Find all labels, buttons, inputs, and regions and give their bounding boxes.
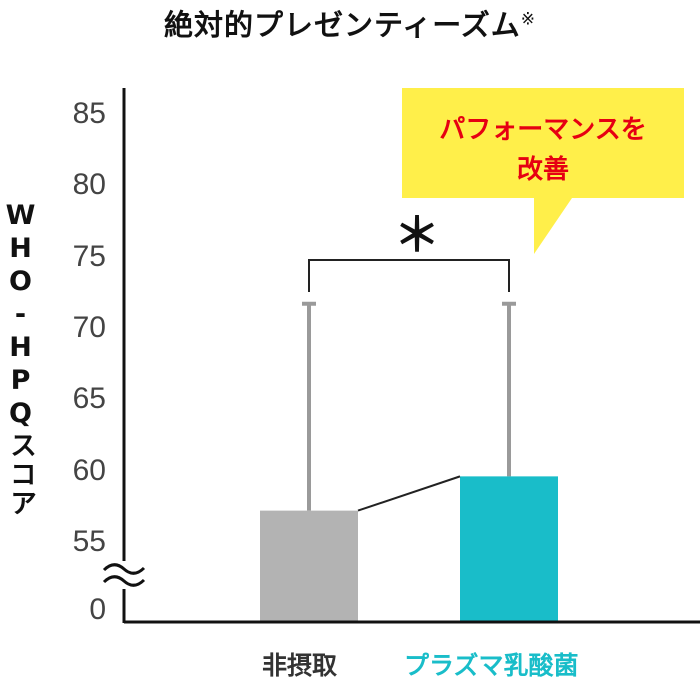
y-tick-55: 55 <box>72 525 106 558</box>
title-note-mark: ※ <box>520 9 537 30</box>
x-category-treatment: プラズマ乳酸菌 <box>404 651 579 680</box>
y-tick-0: 0 <box>89 593 106 626</box>
axis-break-wave-bottom <box>102 575 146 587</box>
significance-marker: ＊ <box>394 208 440 262</box>
y-tick-80: 80 <box>72 168 106 202</box>
callout-line-2: 改善 <box>516 155 569 185</box>
bar-1 <box>460 476 558 622</box>
y-tick-70: 70 <box>72 311 106 344</box>
x-category-control: 非摂取 <box>262 651 338 680</box>
y-tick-60: 60 <box>72 453 106 487</box>
axis-break-wave-top <box>102 563 146 575</box>
significance-bracket <box>308 259 510 292</box>
chart-title-text: 絶対的プレゼンティーズム <box>163 8 521 42</box>
y-tick-75: 75 <box>72 239 106 273</box>
chart-title: 絶対的プレゼンティーズム※ <box>0 2 700 44</box>
callout-text: パフォーマンスを 改善 <box>402 110 684 190</box>
y-axis-label: WHO-HPQスコア <box>5 200 36 518</box>
y-tick-65: 65 <box>72 382 106 416</box>
callout-bubble <box>402 88 684 254</box>
bar-0 <box>260 510 358 622</box>
y-tick-85: 85 <box>72 97 106 130</box>
bar-connector <box>357 475 461 512</box>
callout-line-1: パフォーマンスを <box>439 115 647 145</box>
